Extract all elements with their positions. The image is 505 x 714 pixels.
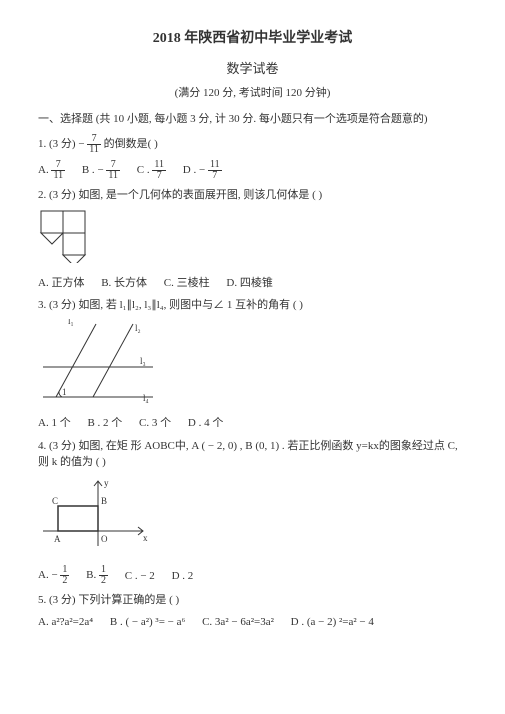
q4-C-label: C	[52, 496, 58, 506]
q4-options: A. − 12 B. 12 C . − 2 D . 2	[38, 565, 467, 586]
q1-c-den: 7	[152, 171, 166, 181]
q1-a-den: 11	[51, 171, 65, 181]
q4-x-label: x	[143, 533, 148, 543]
q5-options: A. a²?a²=2a⁴ B . ( − a²) ³= − a⁶ C. 3a² …	[38, 614, 467, 631]
q1-c-frac: 117	[152, 160, 166, 181]
q1-b-sign: −	[97, 164, 103, 176]
q1-stem: 1. (3 分) − 7 11 的倒数是( )	[38, 134, 467, 155]
q3-l3-label: l₃	[140, 356, 146, 366]
q5-opt-b: B . ( − a²) ³= − a⁶	[110, 614, 185, 631]
q1-c-num: 11	[152, 160, 166, 171]
q4-b-frac: 12	[99, 565, 108, 586]
exam-info: (满分 120 分, 考试时间 120 分钟)	[38, 85, 467, 102]
q5-opt-d: D . (a − 2) ²=a² − 4	[291, 614, 374, 631]
q4-stem: 4. (3 分) 如图, 在矩 形 AOBC中, A ( − 2, 0) , B…	[38, 438, 467, 471]
q1-a-frac: 711	[51, 160, 65, 181]
q2-stem: 2. (3 分) 如图, 是一个几何体的表面展开图, 则该几何体是 ( )	[38, 187, 467, 204]
q3-figure: l₁ l₂ l₃ l₄ 1	[38, 319, 467, 410]
q4-axes-svg: y x A B C O	[38, 476, 153, 554]
q1-d-frac: 117	[208, 160, 222, 181]
q3-opt-d: D . 4 个	[188, 415, 223, 432]
q2-opt-a: A. 正方体	[38, 275, 84, 292]
q2-figure	[38, 208, 467, 269]
q3-opt-c: C. 3 个	[139, 415, 171, 432]
q1-frac-num: 7	[87, 134, 101, 145]
q4-a-den: 2	[60, 576, 69, 586]
q1-d-den: 7	[208, 171, 222, 181]
q1-frac: 7 11	[87, 134, 101, 155]
q3-l2-label: l₂	[135, 323, 141, 333]
q1-d-sign: −	[199, 164, 205, 176]
q5-opt-c: C. 3a² − 6a²=3a²	[202, 614, 274, 631]
q1-b-den: 11	[106, 171, 120, 181]
q1-frac-den: 11	[87, 145, 101, 155]
q1-stem-post: 的倒数是( )	[104, 138, 158, 150]
q2-net-svg	[38, 208, 118, 263]
q1-b-num: 7	[106, 160, 120, 171]
q2-opt-c: C. 三棱柱	[164, 275, 210, 292]
q3-angle-label: 1	[62, 387, 67, 397]
q4-opt-b: B. 12	[86, 565, 108, 586]
q1-d-num: 11	[208, 160, 222, 171]
q2-opt-d: D. 四棱锥	[226, 275, 272, 292]
q4-opt-c: C . − 2	[125, 568, 155, 585]
q1-a-num: 7	[51, 160, 65, 171]
q5-stem: 5. (3 分) 下列计算正确的是 ( )	[38, 592, 467, 609]
q1-stem-pre: 1. (3 分) −	[38, 138, 87, 150]
q3-stem: 3. (3 分) 如图, 若 l₁∥l₂, l₃∥l₄, 则图中与∠ 1 互补的…	[38, 297, 467, 314]
q1-opt-d: D . − 117	[183, 160, 222, 181]
q4-opt-a: A. − 12	[38, 565, 69, 586]
q4-A-label: A	[54, 534, 61, 544]
q4-b-den: 2	[99, 576, 108, 586]
q3-l1-label: l₁	[68, 319, 74, 326]
q3-lines-svg: l₁ l₂ l₃ l₄ 1	[38, 319, 158, 404]
q4-opt-d: D . 2	[172, 568, 194, 585]
q1-options: A. 711 B . − 711 C . 117 D . − 117	[38, 160, 467, 181]
section-1-header: 一、选择题 (共 10 小题, 每小题 3 分, 计 30 分. 每小题只有一个…	[38, 111, 467, 128]
q1-opt-a: A. 711	[38, 160, 65, 181]
q4-a-sign: −	[51, 569, 57, 581]
q3-opt-b: B . 2 个	[87, 415, 122, 432]
q5-opt-a: A. a²?a²=2a⁴	[38, 614, 93, 631]
exam-subtitle: 数学试卷	[38, 59, 467, 79]
q3-opt-a: A. 1 个	[38, 415, 71, 432]
q3-options: A. 1 个 B . 2 个 C. 3 个 D . 4 个	[38, 415, 467, 432]
q3-l4-label: l₄	[143, 393, 149, 403]
q4-O-label: O	[101, 534, 108, 544]
q2-opt-b: B. 长方体	[101, 275, 147, 292]
exam-title: 2018 年陕西省初中毕业学业考试	[38, 28, 467, 49]
q4-figure: y x A B C O	[38, 476, 467, 560]
q1-opt-b: B . − 711	[82, 160, 120, 181]
q4-y-label: y	[104, 478, 109, 488]
q4-B-label: B	[101, 496, 107, 506]
q1-opt-c: C . 117	[137, 160, 166, 181]
q2-options: A. 正方体 B. 长方体 C. 三棱柱 D. 四棱锥	[38, 275, 467, 292]
q4-a-frac: 12	[60, 565, 69, 586]
q1-b-frac: 711	[106, 160, 120, 181]
